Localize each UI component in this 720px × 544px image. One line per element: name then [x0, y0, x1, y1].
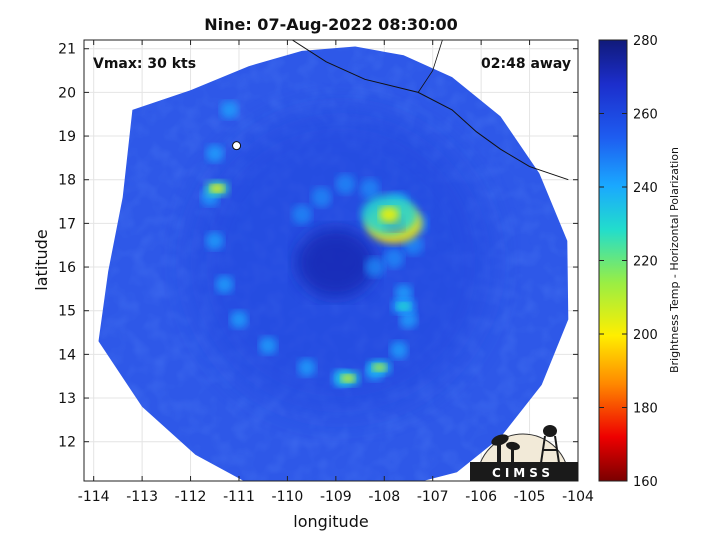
vmax-annotation: Vmax: 30 kts [93, 56, 196, 72]
y-axis-ticks: 12 13 14 15 16 17 18 19 20 21 [58, 42, 578, 451]
south-band-cell-1 [340, 374, 355, 383]
y-tick-label: 12 [58, 435, 76, 451]
x-tick-label: -107 [417, 489, 449, 505]
rainband-segment [394, 284, 413, 303]
northwest-band-cell [210, 184, 225, 193]
logo-tower-legs [540, 435, 560, 464]
x-axis-ticks: -114 -113 -112 -111 -110 -109 -108 -107 -106 -105… [78, 40, 594, 505]
x-tick-label: -110 [272, 489, 304, 505]
y-tick-label: 14 [58, 347, 76, 363]
colorbar-tick-label: 200 [633, 328, 658, 343]
logo-dish-stand [497, 443, 501, 463]
y-tick-label: 15 [58, 304, 76, 320]
x-tick-label: -111 [223, 489, 255, 505]
colorbar-ticks: 160 180 200 220 240 260 280 [599, 34, 658, 490]
storm-eye [295, 227, 376, 298]
axes-frame [83, 39, 579, 482]
y-axis-label: latitude [32, 229, 51, 290]
rainband-segment [215, 275, 234, 294]
x-tick-label: -109 [320, 489, 352, 505]
rainband-segment [205, 231, 224, 250]
y-tick-label: 17 [58, 216, 76, 232]
east-band-cell [396, 302, 411, 311]
rainband-segment [259, 336, 278, 355]
x-tick-label: -105 [514, 489, 546, 505]
x-tick-label: -113 [126, 489, 158, 505]
core-yellow [379, 206, 400, 223]
logo-dish2-stand [511, 448, 514, 463]
inner-band-segment [335, 174, 356, 195]
y-tick-label: 20 [58, 85, 76, 101]
chart-title: Nine: 07-Aug-2022 08:30:00 [204, 15, 458, 34]
time-away-annotation: 02:48 away [481, 56, 571, 72]
colorbar-tick-label: 220 [633, 255, 658, 270]
y-tick-label: 13 [58, 391, 76, 407]
inner-band-segment [364, 257, 385, 278]
logo-dish2-icon [506, 441, 520, 451]
logo-dish-icon [491, 434, 509, 446]
x-tick-label: -106 [465, 489, 497, 505]
colorbar-tick-label: 180 [633, 402, 658, 417]
coastline-inland [417, 40, 443, 93]
rainband-segment [389, 341, 408, 360]
y-tick-label: 16 [58, 260, 76, 276]
inner-band-segment [291, 204, 312, 225]
y-tick-label: 18 [58, 173, 76, 189]
inner-band-segment [383, 248, 404, 269]
colorbar-tick-label: 160 [633, 475, 658, 490]
x-tick-label: -112 [175, 489, 207, 505]
y-tick-label: 19 [58, 129, 76, 145]
coastline [292, 40, 569, 181]
x-tick-label: -104 [562, 489, 594, 505]
y-tick-label: 21 [58, 42, 76, 58]
x-axis-label: longitude [293, 512, 368, 531]
rainband-segment [229, 310, 248, 329]
x-tick-label: -114 [78, 489, 110, 505]
island-marker [232, 141, 242, 151]
colorbar-tick-label: 240 [633, 181, 658, 196]
colorbar-tick-label: 260 [633, 108, 658, 123]
microwave-swath [98, 46, 569, 481]
rainband-segment [297, 358, 316, 377]
colorbar-tick-label: 280 [633, 34, 658, 49]
cimss-logo: CIMSS [470, 425, 578, 481]
inner-band-segment [311, 187, 332, 208]
rainband-segment [220, 100, 239, 119]
colorbar-label: Brightness Temp - Horizontal Polarizatio… [668, 147, 681, 373]
rainband-segment [399, 310, 418, 329]
rainband-segment [205, 144, 224, 163]
swath-features [190, 100, 491, 413]
inner-band-segment [359, 178, 380, 199]
logo-tower-icon [543, 425, 557, 437]
x-tick-label: -108 [368, 489, 400, 505]
logo-text: CIMSS [492, 466, 554, 480]
logo-ground [470, 462, 578, 481]
south-band-cell-2 [372, 363, 387, 372]
